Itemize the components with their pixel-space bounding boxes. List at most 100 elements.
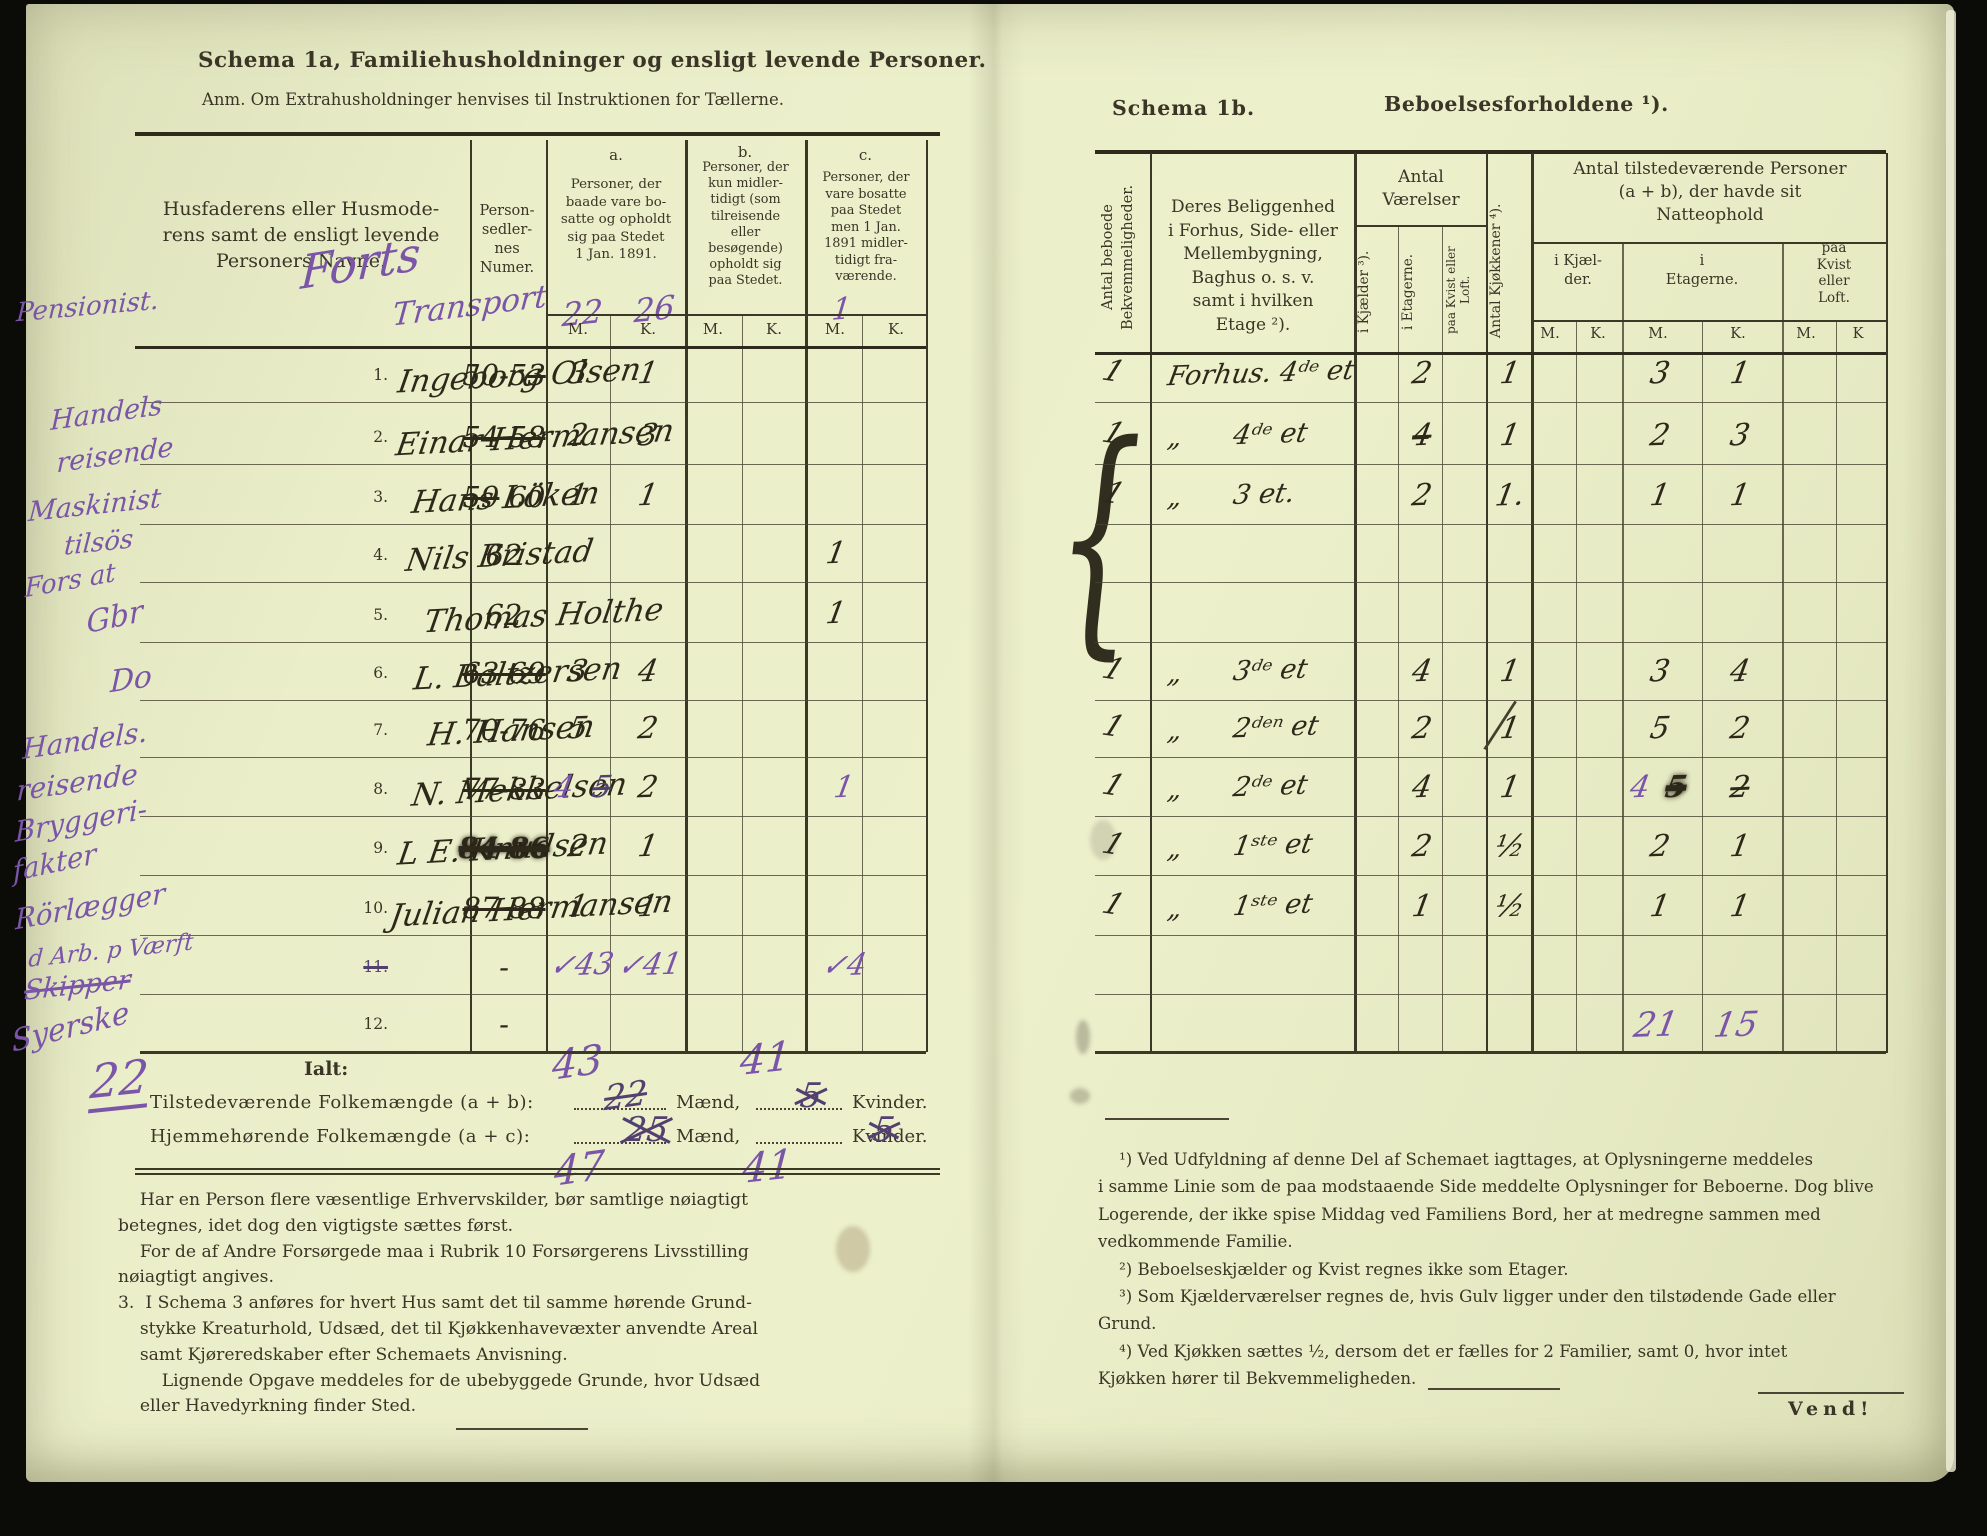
person-number-cell: 77-83 xyxy=(458,772,550,806)
stain xyxy=(1090,820,1116,860)
column-mk-label: K. xyxy=(640,320,656,338)
page-gutter-shadow xyxy=(968,4,1026,1482)
grid-line xyxy=(470,140,472,1052)
grid-line xyxy=(862,316,863,1052)
row-number: 10. xyxy=(363,899,388,917)
resident-population-line: Hjemmehørende Folkemængde (a + c): xyxy=(150,1126,531,1147)
column-mk-label: M. xyxy=(1796,326,1816,342)
rooms-etagerne: 2 xyxy=(1409,477,1435,514)
row-number: 2. xyxy=(373,428,388,446)
count-a-women: 1 xyxy=(635,828,661,865)
sub-i-kjaelder-header: i Kjælder ³). xyxy=(1356,250,1372,334)
column-mk-label: K xyxy=(1852,326,1864,342)
grid-line xyxy=(1836,322,1837,1053)
location-text: „ 2ᵈᵉ et xyxy=(1165,769,1311,806)
grp-i-etagerne: i Etagerne. xyxy=(1665,253,1739,288)
grid-line xyxy=(140,1051,926,1054)
person-number-text: 3 xyxy=(527,358,546,392)
grid-line xyxy=(1782,242,1784,1053)
grid-line xyxy=(1531,153,1534,1053)
grid-line xyxy=(1531,242,1886,244)
location-text: „ 3 et. xyxy=(1165,477,1298,514)
person-number-text: 63 69 xyxy=(462,656,546,690)
schema1a-subtitle: Anm. Om Extrahusholdninger henvises til … xyxy=(202,90,785,109)
person-number-cell: 59 60 xyxy=(458,480,550,514)
count-a-women: 1 xyxy=(635,355,661,392)
grid-line xyxy=(1095,582,1886,583)
location-text: „ 3ᵈᵉ et xyxy=(1165,653,1311,690)
col-bekvemmeligheder-header: Antal beboede Bekvemmeligheder. xyxy=(1100,184,1136,330)
rooms-etagerne: 4 xyxy=(1409,653,1435,690)
rooms-etagerne: 2 xyxy=(1409,828,1435,865)
kvinder-label: Kvinder. xyxy=(852,1092,928,1113)
grid-line xyxy=(1095,642,1886,643)
person-number-cell: 63 69 xyxy=(458,656,550,690)
grid-line xyxy=(1442,225,1443,1053)
row-number: 7. xyxy=(373,721,388,739)
page-edge-highlight xyxy=(1946,10,1956,1472)
stain xyxy=(1070,1088,1090,1104)
night-etagerne-women: 1 xyxy=(1727,888,1753,925)
count-a-women: 3 xyxy=(635,417,661,454)
rooms-etagerne: 4 xyxy=(1409,417,1435,454)
grid-line xyxy=(1095,402,1886,403)
sub-paa-kvist-header: paa Kvist eller Loft. xyxy=(1444,246,1472,334)
rooms-etagerne: 2 xyxy=(1409,710,1435,747)
schema1a-title: Schema 1a, Familiehusholdninger og ensli… xyxy=(198,48,987,73)
night-etagerne-men: 2 xyxy=(1647,417,1673,454)
person-number-text: 59 xyxy=(462,480,500,514)
row-number: 3. xyxy=(373,488,388,506)
vend-label: Vend! xyxy=(1788,1398,1874,1420)
night-etagerne-women: 4 xyxy=(1727,653,1753,690)
divider-rule xyxy=(456,1428,588,1430)
location-text: „ 2ᵈᵉⁿ et xyxy=(1165,710,1321,747)
grid-line xyxy=(135,1168,940,1170)
person-number-cell: - xyxy=(458,950,550,984)
grid-line xyxy=(1354,225,1486,227)
grid-line xyxy=(546,314,926,316)
count-c-men: 1 xyxy=(823,595,849,632)
column-mk-label: M. xyxy=(702,320,724,338)
grid-line xyxy=(1622,242,1624,1053)
count-a-men: 1 xyxy=(565,888,591,925)
kitchens: 1 xyxy=(1483,710,1537,747)
kitchens: 1. xyxy=(1492,477,1528,514)
count-a-men: 2 xyxy=(565,828,591,865)
person-number-cell: 54 58 xyxy=(458,420,550,454)
night-etagerne-women: 1 xyxy=(1727,828,1753,865)
ialt-label: Ialt: xyxy=(304,1058,349,1080)
grid-line xyxy=(140,757,926,758)
person-number-cell: 62 xyxy=(458,598,550,632)
grid-line xyxy=(1886,153,1888,1053)
col-b-desc: Personer, der kun midler- tidigt (som ti… xyxy=(702,160,789,289)
night-etagerne-women-total: 15 xyxy=(1710,1004,1762,1046)
grid-line xyxy=(140,875,926,876)
grid-line xyxy=(1095,150,1886,154)
divider-rule xyxy=(1428,1388,1560,1390)
rooms-etagerne: 4 xyxy=(1409,769,1435,806)
count-a-women: 2 xyxy=(635,769,661,806)
column-mk-label: M. xyxy=(1540,326,1560,342)
person-number-text: 50-5 xyxy=(462,358,528,392)
person-number-text: 62 xyxy=(485,598,523,632)
count-a-women: 1 xyxy=(635,477,661,514)
night-etagerne-men: 3 xyxy=(1647,653,1673,690)
person-number-text: 62 xyxy=(485,538,523,572)
grid-line xyxy=(1095,935,1886,936)
stain xyxy=(1076,1020,1090,1054)
person-number-text: - xyxy=(499,950,509,984)
grid-line xyxy=(140,582,926,583)
person-number-text: 87 88 xyxy=(462,891,546,925)
maend-label: Mænd, xyxy=(676,1092,741,1113)
col-a-label: a. xyxy=(609,146,623,164)
dotted-blank xyxy=(574,1090,666,1110)
grid-line xyxy=(610,316,611,1052)
grid-line xyxy=(546,140,548,1052)
rooms-etagerne: 2 xyxy=(1409,355,1435,392)
count-a-men-corr: 4 xyxy=(551,769,577,806)
row-number: 11. xyxy=(363,958,388,976)
night-etagerne-women: 2 xyxy=(1727,769,1753,806)
person-number-text: 54 58 xyxy=(462,420,546,454)
grid-line xyxy=(140,642,926,643)
grid-line xyxy=(135,346,926,349)
